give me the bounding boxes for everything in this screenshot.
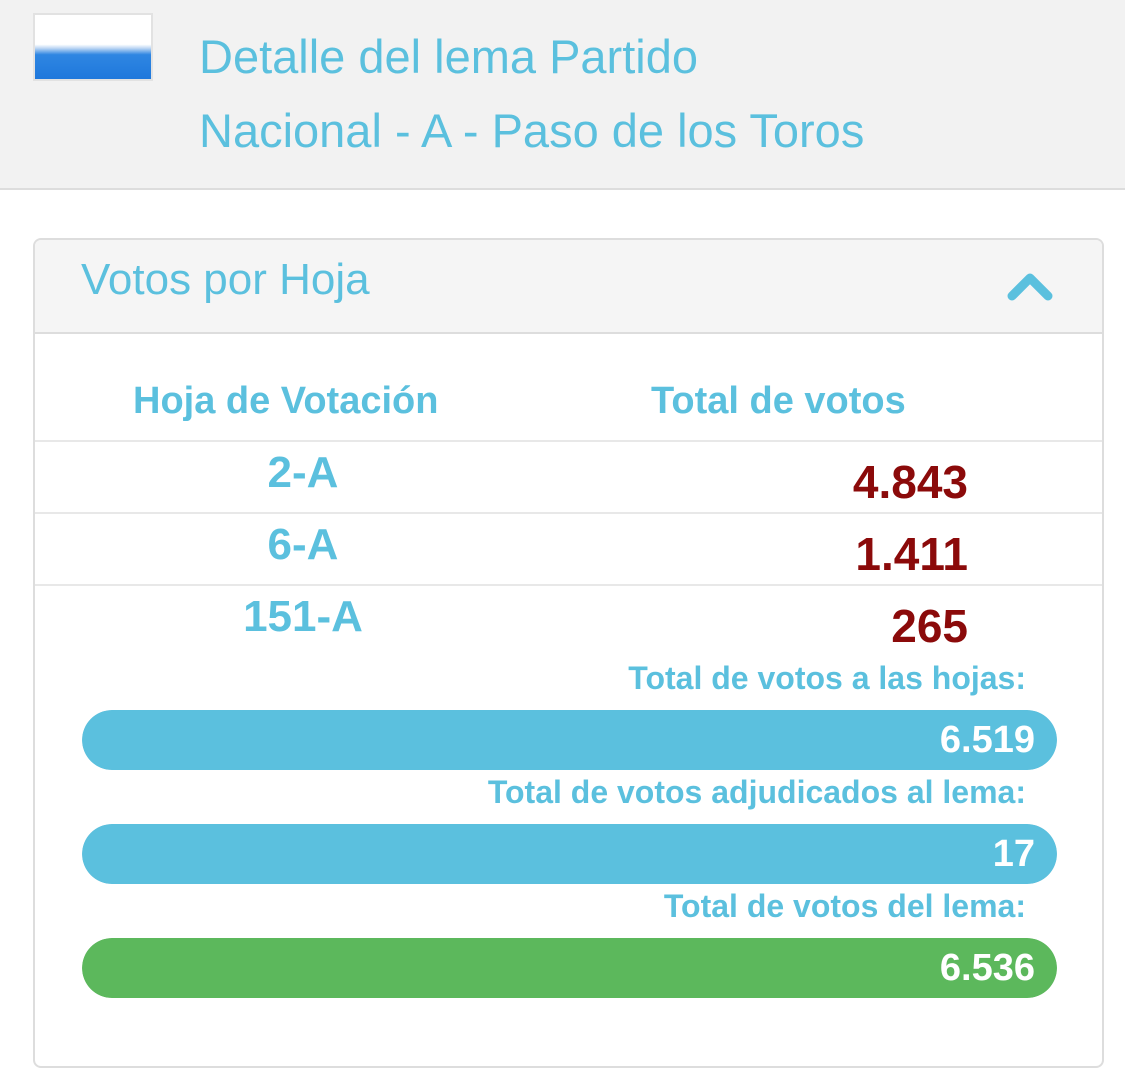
- page-title-line-2: Nacional - A - Paso de los Toros: [199, 104, 865, 157]
- total-lema-bar: 6.536: [82, 938, 1057, 998]
- page-title-line-1: Detalle del lema Partido: [199, 30, 698, 83]
- total-lema-bar-fill: 6.536: [82, 938, 1057, 998]
- votos-cell: 1.411: [855, 528, 968, 580]
- total-adjudicados-value: 17: [992, 833, 1035, 875]
- total-adjudicados-label: Total de votos adjudicados al lema:: [487, 774, 1026, 810]
- table-row: 2-A 4.843: [35, 440, 1102, 512]
- total-hojas-label: Total de votos a las hojas:: [628, 660, 1026, 696]
- votos-por-hoja-panel: Votos por Hoja Hoja de Votación Total de…: [33, 238, 1104, 1068]
- total-adjudicados-bar: 17: [82, 824, 1057, 884]
- total-hojas-bar: 6.519: [82, 710, 1057, 770]
- panel-header[interactable]: Votos por Hoja: [35, 240, 1102, 334]
- page-title: Detalle del lema Partido Nacional - A - …: [199, 20, 1099, 168]
- panel-title: Votos por Hoja: [81, 255, 370, 304]
- total-lema-label: Total de votos del lema:: [663, 888, 1026, 924]
- page-header: Detalle del lema Partido Nacional - A - …: [0, 0, 1125, 190]
- hoja-cell: 151-A: [243, 592, 363, 641]
- total-adjudicados-bar-fill: 17: [82, 824, 1057, 884]
- chevron-up-icon[interactable]: [1007, 268, 1053, 302]
- total-lema-value: 6.536: [939, 947, 1035, 989]
- hoja-cell: 2-A: [267, 448, 339, 497]
- total-hojas-value: 6.519: [939, 719, 1035, 761]
- hoja-cell: 6-A: [267, 520, 339, 569]
- votos-cell: 4.843: [852, 456, 968, 508]
- uruguay-flag-icon: [33, 13, 153, 81]
- table-row: 151-A 265: [35, 584, 1102, 652]
- votos-cell: 265: [891, 600, 968, 652]
- column-header-total: Total de votos: [651, 380, 906, 422]
- table-row: 6-A 1.411: [35, 512, 1102, 584]
- total-hojas-bar-fill: 6.519: [82, 710, 1057, 770]
- column-header-hoja: Hoja de Votación: [133, 380, 439, 422]
